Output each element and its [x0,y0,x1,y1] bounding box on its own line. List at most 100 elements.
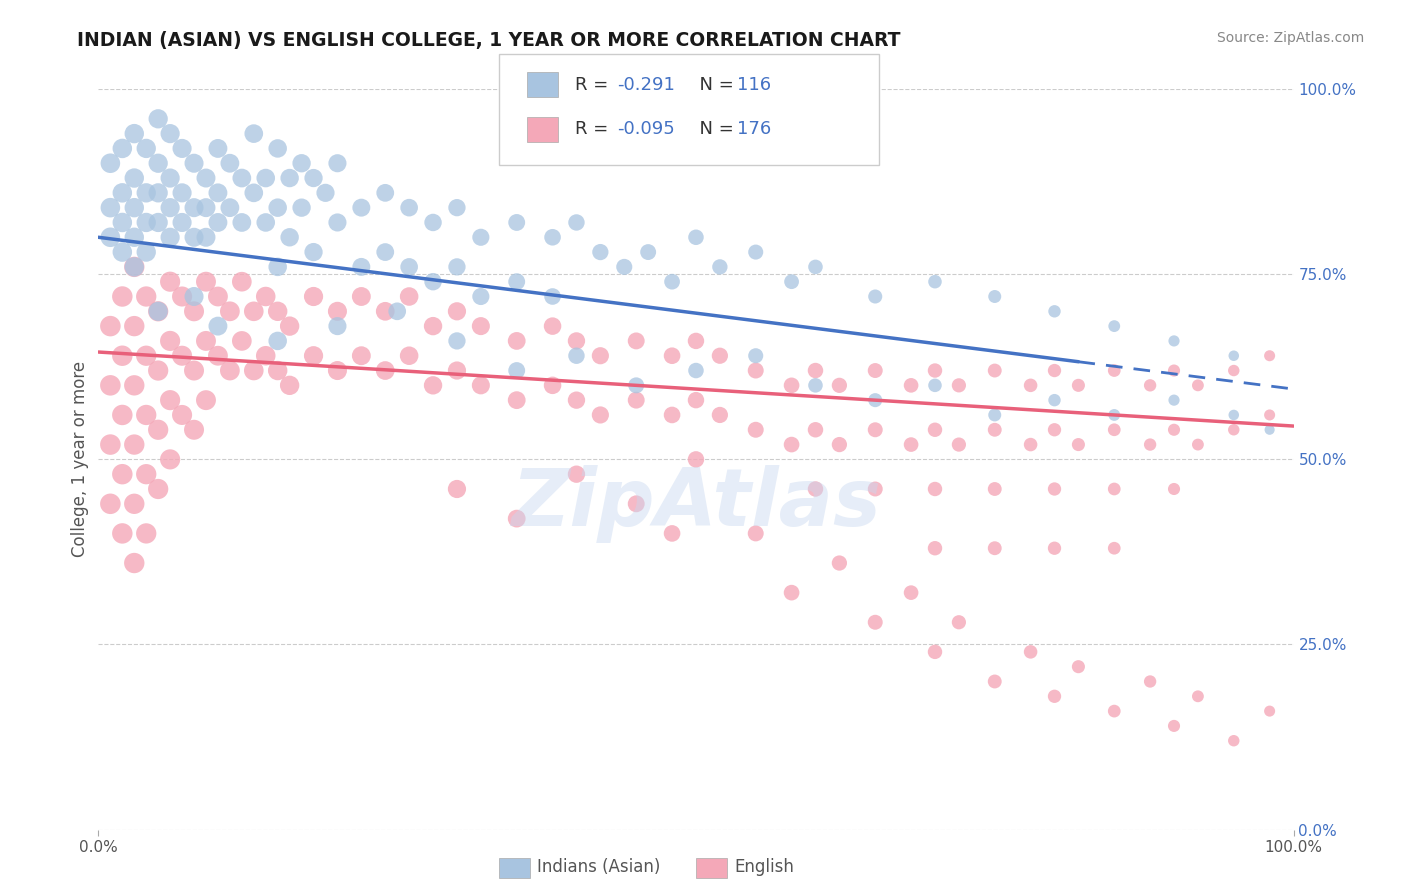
Point [398,260,420,274]
Point [1223,733,1246,747]
Point [111,349,134,363]
Point [589,408,612,422]
Point [565,334,588,348]
Point [183,304,205,318]
Point [661,408,683,422]
Point [506,275,529,289]
Point [135,186,157,200]
Point [219,363,242,377]
Point [446,201,468,215]
Text: Source: ZipAtlas.com: Source: ZipAtlas.com [1216,31,1364,45]
Point [124,230,146,244]
Point [124,260,146,274]
Point [172,408,194,422]
Point [135,349,157,363]
Point [948,615,970,630]
Point [111,245,134,260]
Point [506,363,529,377]
Point [780,585,803,599]
Point [506,511,529,525]
Point [470,319,492,334]
Point [709,260,731,274]
Point [135,526,157,541]
Point [267,304,290,318]
Point [183,230,205,244]
Point [984,482,1007,496]
Point [745,526,768,541]
Point [148,112,170,126]
Point [804,482,827,496]
Point [291,156,314,170]
Point [159,275,181,289]
Point [291,201,314,215]
Point [195,230,218,244]
Point [1104,363,1126,377]
Point [745,245,768,260]
Point [661,349,683,363]
Point [267,260,290,274]
Text: R =: R = [575,76,614,94]
Point [924,423,946,437]
Point [172,349,194,363]
Point [231,334,253,348]
Point [685,230,707,244]
Point [159,452,181,467]
Point [111,467,134,482]
Point [1163,423,1185,437]
Point [195,171,218,186]
Y-axis label: College, 1 year or more: College, 1 year or more [70,361,89,558]
Point [159,127,181,141]
Point [506,334,529,348]
Point [1067,378,1090,392]
Point [254,289,277,303]
Point [1104,482,1126,496]
Point [183,201,205,215]
Point [111,186,134,200]
Point [446,363,468,377]
Point [804,378,827,392]
Point [565,215,588,229]
Point [804,423,827,437]
Point [1187,378,1209,392]
Text: -0.095: -0.095 [617,120,675,138]
Point [135,289,157,303]
Point [148,363,170,377]
Point [804,260,827,274]
Point [626,334,648,348]
Point [541,289,564,303]
Point [159,334,181,348]
Point [984,408,1007,422]
Point [470,230,492,244]
Point [685,334,707,348]
Point [243,186,266,200]
Point [278,378,301,392]
Point [98,319,122,334]
Point [207,349,229,363]
Point [924,645,946,659]
Point [111,408,134,422]
Text: English: English [734,858,794,876]
Point [422,378,444,392]
Point [124,319,146,334]
Point [124,556,146,570]
Point [243,363,266,377]
Point [924,363,946,377]
Point [98,437,122,451]
Point [267,334,290,348]
Point [350,201,373,215]
Point [1223,408,1246,422]
Point [865,289,887,303]
Point [446,304,468,318]
Point [865,423,887,437]
Point [148,304,170,318]
Point [541,378,564,392]
Point [159,230,181,244]
Point [1043,423,1066,437]
Point [195,275,218,289]
Point [195,393,218,408]
Point [278,230,301,244]
Point [626,378,648,392]
Point [613,260,636,274]
Point [1104,541,1126,556]
Point [1258,704,1281,718]
